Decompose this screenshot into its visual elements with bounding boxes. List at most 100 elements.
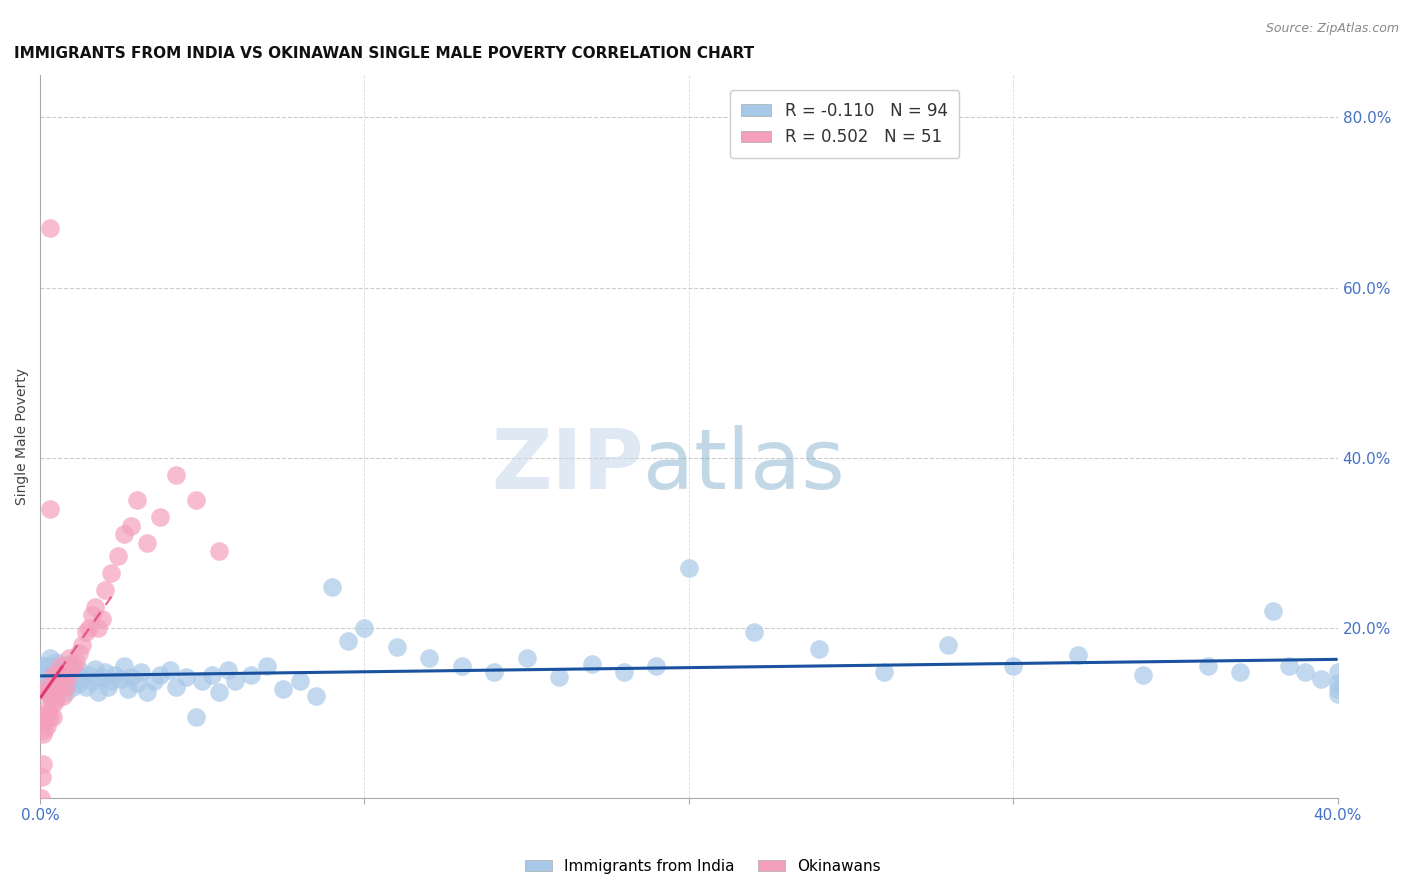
Point	[35, 659, 58, 673]
Legend: R = -0.110   N = 94, R = 0.502   N = 51: R = -0.110 N = 94, R = 0.502 N = 51	[730, 90, 959, 158]
Point	[31, 757, 53, 772]
Point	[1229, 665, 1251, 680]
Point	[807, 642, 830, 657]
Point	[67, 664, 90, 678]
Point	[136, 536, 159, 550]
Point	[42, 684, 65, 698]
Point	[217, 664, 239, 678]
Point	[62, 665, 84, 680]
Point	[30, 791, 52, 805]
Point	[107, 549, 129, 563]
Point	[224, 673, 246, 688]
Point	[52, 689, 75, 703]
Point	[42, 710, 65, 724]
Point	[72, 638, 94, 652]
Point	[45, 655, 67, 669]
Point	[1067, 648, 1090, 662]
Point	[45, 684, 67, 698]
Point	[35, 681, 58, 695]
Point	[256, 659, 278, 673]
Point	[613, 665, 636, 680]
Point	[1326, 665, 1348, 680]
Point	[484, 665, 506, 680]
Point	[55, 681, 77, 695]
Point	[75, 625, 97, 640]
Point	[45, 689, 67, 703]
Text: IMMIGRANTS FROM INDIA VS OKINAWAN SINGLE MALE POVERTY CORRELATION CHART: IMMIGRANTS FROM INDIA VS OKINAWAN SINGLE…	[14, 46, 754, 62]
Point	[52, 673, 75, 688]
Point	[55, 684, 77, 698]
Point	[34, 672, 56, 686]
Point	[38, 664, 60, 678]
Point	[32, 723, 55, 737]
Point	[938, 638, 960, 652]
Point	[97, 681, 120, 695]
Point	[55, 664, 77, 678]
Point	[84, 662, 107, 676]
Point	[38, 710, 60, 724]
Point	[42, 659, 65, 673]
Point	[104, 667, 127, 681]
Point	[1310, 672, 1333, 686]
Point	[127, 676, 149, 690]
Point	[42, 698, 65, 712]
Point	[159, 664, 181, 678]
Point	[645, 659, 668, 673]
Point	[67, 676, 90, 690]
Point	[34, 684, 56, 698]
Point	[35, 684, 58, 698]
Point	[450, 659, 472, 673]
Point	[52, 672, 75, 686]
Point	[273, 682, 295, 697]
Point	[1132, 667, 1154, 681]
Point	[65, 672, 87, 686]
Point	[77, 667, 100, 681]
Text: ZIP: ZIP	[491, 425, 644, 506]
Point	[165, 681, 187, 695]
Point	[35, 702, 58, 716]
Point	[32, 676, 55, 690]
Point	[37, 667, 59, 681]
Point	[100, 673, 122, 688]
Point	[75, 681, 97, 695]
Point	[48, 681, 70, 695]
Point	[129, 665, 152, 680]
Point	[1326, 682, 1348, 697]
Point	[581, 657, 603, 671]
Point	[120, 670, 142, 684]
Point	[62, 659, 84, 673]
Point	[45, 672, 67, 686]
Point	[239, 667, 262, 681]
Point	[114, 659, 136, 673]
Point	[207, 544, 229, 558]
Point	[38, 650, 60, 665]
Point	[184, 710, 207, 724]
Point	[48, 667, 70, 681]
Point	[94, 582, 117, 597]
Point	[1197, 659, 1219, 673]
Point	[174, 670, 197, 684]
Point	[42, 667, 65, 681]
Point	[38, 221, 60, 235]
Point	[120, 518, 142, 533]
Point	[127, 493, 149, 508]
Point	[114, 527, 136, 541]
Point	[31, 659, 53, 673]
Point	[45, 693, 67, 707]
Point	[418, 650, 440, 665]
Point	[58, 657, 80, 671]
Point	[136, 684, 159, 698]
Text: atlas: atlas	[644, 425, 845, 506]
Point	[207, 684, 229, 698]
Point	[62, 681, 84, 695]
Point	[80, 608, 103, 623]
Point	[305, 689, 328, 703]
Point	[42, 676, 65, 690]
Point	[1278, 659, 1301, 673]
Point	[385, 640, 408, 654]
Point	[32, 727, 55, 741]
Point	[94, 665, 117, 680]
Point	[38, 689, 60, 703]
Point	[67, 647, 90, 661]
Point	[90, 670, 112, 684]
